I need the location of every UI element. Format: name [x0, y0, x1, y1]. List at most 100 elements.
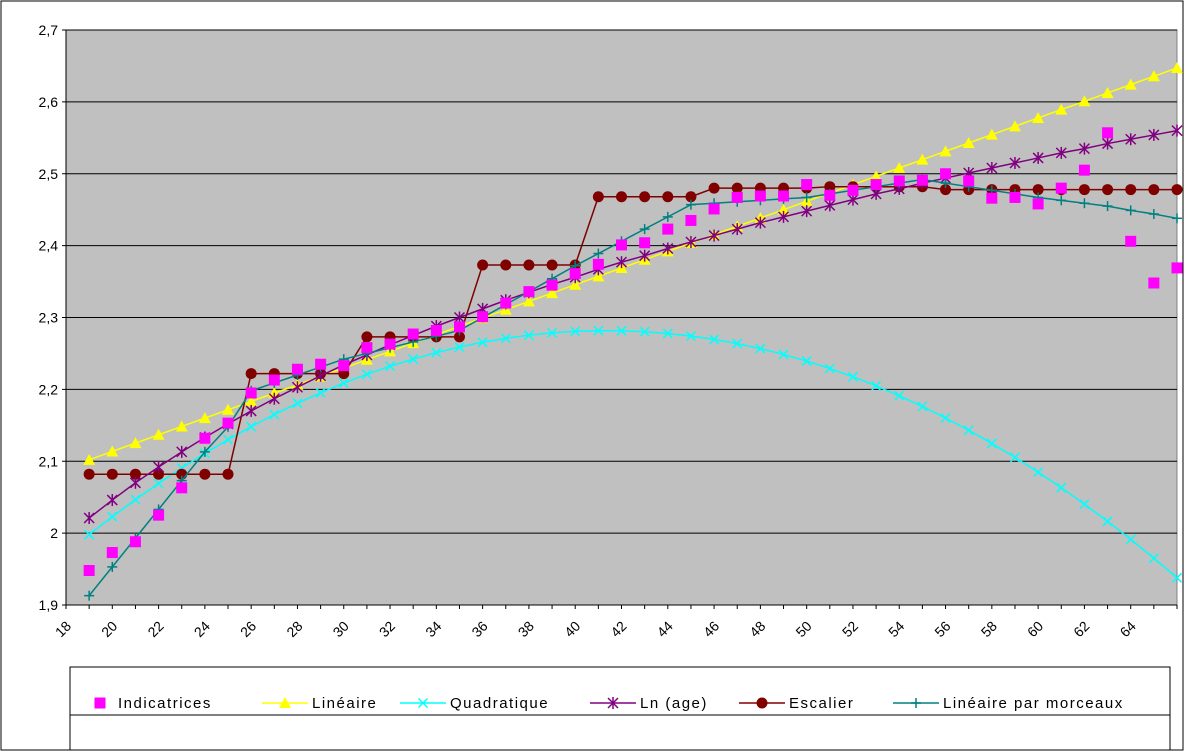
- marker-shape: [129, 536, 141, 548]
- data-point: [616, 325, 627, 336]
- marker-shape: [801, 179, 813, 191]
- legend-item-ln-age: Ln (age): [590, 695, 706, 712]
- marker-shape: [245, 395, 258, 407]
- data-point: [523, 330, 534, 341]
- data-point: [500, 297, 512, 309]
- data-point: [222, 434, 234, 445]
- data-point: [454, 342, 465, 353]
- data-point: [616, 239, 627, 251]
- data-point: [871, 380, 882, 391]
- data-point: [870, 179, 882, 191]
- marker-shape: [731, 191, 743, 203]
- marker-stroke: [593, 325, 604, 336]
- series-indicatrices: [83, 127, 1183, 576]
- legend-frame: [69, 666, 1171, 716]
- marker-shape: [1055, 182, 1067, 194]
- data-point: [1009, 156, 1021, 169]
- data-point: [477, 259, 489, 271]
- data-point: [269, 409, 280, 420]
- marker-shape: [916, 153, 929, 165]
- marker-shape: [106, 468, 118, 480]
- marker-shape: [1171, 61, 1183, 73]
- marker-stroke: [153, 478, 164, 489]
- series-quadratique: [84, 325, 1183, 583]
- marker-shape: [1125, 235, 1137, 247]
- marker-shape: [546, 259, 558, 271]
- data-point: [963, 425, 974, 436]
- marker-shape: [477, 259, 489, 271]
- marker-stroke: [1056, 482, 1067, 493]
- data-point: [546, 287, 559, 299]
- data-point: [129, 468, 141, 480]
- data-point: [1102, 184, 1114, 196]
- data-point: [245, 395, 258, 407]
- marker-stroke: [1009, 452, 1021, 463]
- data-point: [986, 192, 998, 204]
- data-point: [1148, 277, 1160, 289]
- marker-stroke: [454, 342, 465, 353]
- data-point: [1171, 572, 1183, 583]
- marker-shape: [1124, 78, 1137, 90]
- marker-shape: [407, 328, 419, 340]
- marker-stroke: [709, 334, 720, 345]
- data-point: [1101, 86, 1114, 98]
- data-point: [801, 192, 812, 203]
- marker-shape: [1171, 184, 1183, 196]
- data-point: [361, 369, 372, 380]
- data-point: [1148, 209, 1159, 219]
- marker-shape: [662, 223, 674, 235]
- data-point: [1171, 61, 1183, 73]
- marker-stroke: [685, 331, 696, 342]
- data-point: [639, 249, 651, 262]
- marker-shape: [569, 278, 582, 290]
- data-point: [1125, 133, 1137, 146]
- marker-shape: [199, 432, 211, 444]
- data-point: [153, 478, 164, 489]
- marker-shape: [1078, 164, 1090, 176]
- data-point: [1102, 137, 1114, 150]
- data-point: [1079, 198, 1090, 209]
- marker-shape: [245, 387, 257, 399]
- marker-shape: [500, 297, 512, 309]
- marker-shape: [1102, 184, 1114, 196]
- data-point: [592, 270, 605, 282]
- data-point: [1009, 452, 1021, 463]
- data-point: [708, 182, 720, 194]
- data-point: [1078, 164, 1090, 176]
- data-point: [84, 590, 95, 601]
- marker-shape: [893, 175, 905, 187]
- data-point: [268, 374, 280, 386]
- data-point: [940, 184, 952, 196]
- marker-shape: [279, 697, 291, 708]
- data-point: [245, 404, 257, 417]
- marker-shape: [1009, 191, 1021, 203]
- data-point: [731, 182, 743, 194]
- data-point: [639, 237, 651, 249]
- data-point: [616, 191, 627, 203]
- legend-item-lineaire: Linéaire: [262, 695, 376, 712]
- marker-shape: [662, 191, 674, 203]
- data-point: [408, 354, 419, 365]
- data-point: [1009, 191, 1021, 203]
- y-tick-label: 2: [50, 525, 58, 541]
- data-point: [777, 203, 790, 215]
- marker-shape: [1078, 184, 1090, 196]
- data-point: [916, 153, 929, 165]
- marker-shape: [616, 239, 627, 251]
- data-point: [291, 363, 303, 375]
- legend-marker: [94, 697, 106, 709]
- data-point: [940, 178, 951, 189]
- data-point: [1055, 182, 1067, 194]
- data-point: [199, 446, 210, 457]
- data-point: [639, 224, 650, 235]
- data-point: [639, 191, 651, 203]
- legend-item-lineaire-par-morceaux: Linéaire par morceaux: [893, 695, 1122, 712]
- data-point: [129, 536, 141, 548]
- data-point: [1032, 184, 1044, 196]
- marker-shape: [1102, 127, 1114, 139]
- marker-stroke: [500, 333, 511, 344]
- data-point: [175, 420, 188, 432]
- data-point: [268, 392, 280, 405]
- data-point: [222, 417, 234, 429]
- marker-shape: [1125, 184, 1137, 196]
